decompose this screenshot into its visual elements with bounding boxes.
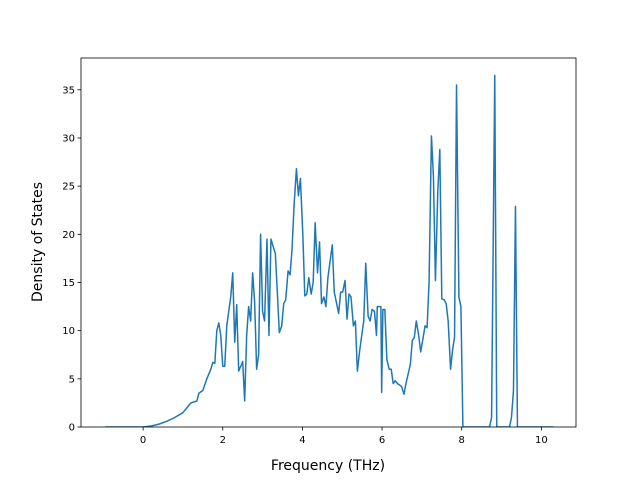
y-axis-label: Density of States [30, 182, 46, 302]
y-tick-label: 25 [62, 182, 75, 193]
y-tick-label: 30 [62, 133, 75, 144]
y-tick-label: 15 [62, 278, 75, 289]
y-tick-label: 20 [62, 230, 75, 241]
plot-frame [80, 57, 577, 428]
y-tick-label: 35 [62, 85, 75, 96]
x-tick-label: 4 [299, 435, 305, 446]
y-tick-label: 0 [69, 423, 75, 434]
x-tick-label: 0 [140, 435, 146, 446]
y-tick-label: 10 [62, 326, 75, 337]
y-tick-label: 5 [69, 374, 75, 385]
x-tick-label: 2 [220, 435, 226, 446]
x-tick-label: 10 [535, 435, 548, 446]
x-tick-label: 8 [459, 435, 465, 446]
x-axis-label: Frequency (THz) [271, 458, 385, 474]
data-line [105, 74, 554, 427]
x-tick-label: 6 [379, 435, 385, 446]
